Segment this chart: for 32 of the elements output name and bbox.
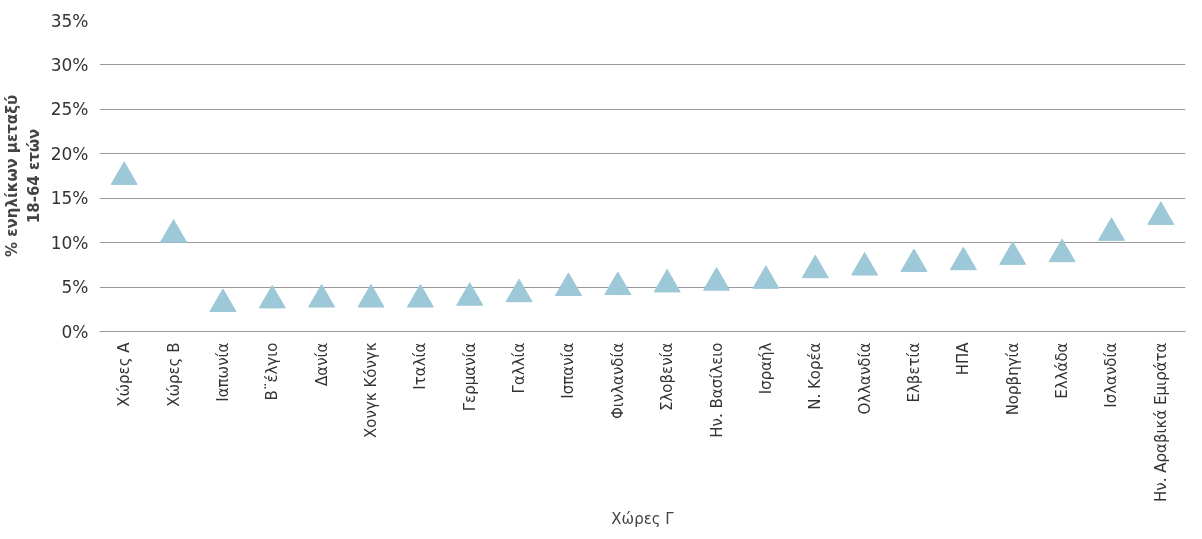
x-tick-label: Γερμανία: [460, 342, 479, 412]
x-tick-label: Σλοβενία: [658, 342, 677, 412]
x-tick-label: Ιαπωνία: [213, 342, 232, 402]
y-tick-label: 5%: [61, 277, 89, 298]
y-tick-label: 25%: [50, 99, 89, 120]
y-tick-label: 20%: [50, 143, 89, 164]
x-tick-label: Χώρες Β: [164, 342, 183, 407]
x-tick-label: Ελβετία: [905, 342, 923, 403]
x-tick-label: Γαλλία: [510, 342, 529, 394]
x-tick-label: Φινλανδία: [608, 342, 627, 420]
x-tick-label: Χονγκ Κόνγκ: [362, 342, 380, 438]
x-axis-title: Χώρες Γ: [611, 509, 675, 528]
x-tick-label: Ολλανδία: [855, 342, 874, 415]
x-tick-label: ΗΠΑ: [954, 341, 973, 376]
x-tick-label: Ην. Αραβικά Εμιράτα: [1151, 342, 1170, 502]
x-tick-label: Νορβηγία: [1003, 342, 1022, 416]
y-tick-label: 35%: [50, 10, 89, 31]
y-axis-title: % ενηλίκων μεταξύ 18-64 ετών: [3, 94, 43, 258]
y-tick-label: 30%: [50, 54, 89, 75]
x-tick-label: Δανία: [312, 342, 331, 386]
y-tick-label: 15%: [50, 188, 89, 209]
x-tick-label: Β¨έλγιο: [263, 342, 282, 401]
x-tick-label: Ελλάδα: [1053, 342, 1072, 399]
x-tick-label: Χώρες Α: [115, 341, 134, 407]
x-tick-label: Ισραήλ: [756, 342, 775, 395]
y-tick-label: 0%: [61, 321, 89, 342]
x-tick-label: Ιταλία: [411, 342, 430, 390]
x-tick-label: Ην. Βασίλειο: [707, 342, 726, 438]
x-tick-label: Ν. Κορέα: [806, 342, 825, 410]
x-tick-label: Ισπανία: [559, 342, 578, 399]
y-tick-label: 10%: [50, 232, 89, 253]
x-tick-label: Ισλανδία: [1102, 342, 1121, 408]
